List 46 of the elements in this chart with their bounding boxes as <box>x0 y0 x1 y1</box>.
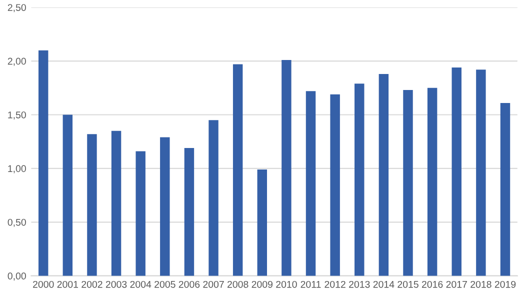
x-tick-label: 2012 <box>324 280 346 288</box>
bar <box>306 91 316 276</box>
y-tick-label: 1,50 <box>8 111 26 120</box>
x-tick-label: 2009 <box>252 280 272 288</box>
x-tick-label: 2018 <box>470 280 492 288</box>
x-tick-label: 2002 <box>82 280 102 288</box>
y-tick-label: 1,00 <box>8 165 26 174</box>
bar <box>111 130 122 276</box>
x-tick-label: 2006 <box>178 280 200 288</box>
x-tick-label: 2000 <box>33 280 54 288</box>
x-tick-label: 2015 <box>398 280 418 288</box>
x-tick-label: 2004 <box>130 280 152 288</box>
bar <box>232 64 243 276</box>
x-tick-label: 2010 <box>276 280 297 288</box>
bar <box>378 74 389 276</box>
y-tick-label: 0,50 <box>8 218 26 227</box>
x-tick-label: 2019 <box>494 280 516 288</box>
x-tick-label: 2001 <box>57 280 78 288</box>
bar <box>452 68 462 276</box>
bar <box>427 88 438 276</box>
y-tick-label: 2,50 <box>8 4 26 12</box>
x-tick-label: 2013 <box>349 280 370 288</box>
x-tick-label: 2011 <box>300 280 321 288</box>
x-tick-label: 2005 <box>154 280 176 288</box>
x-tick-label: 2014 <box>373 280 394 288</box>
x-tick-label: 2007 <box>203 280 224 288</box>
bar <box>403 90 413 276</box>
x-tick-label: 2016 <box>422 280 443 288</box>
x-tick-label: 2008 <box>228 280 248 288</box>
x-tick-label: 2003 <box>106 280 127 288</box>
y-tick-label: 2,00 <box>8 58 26 66</box>
bar <box>62 114 73 276</box>
bar <box>257 170 268 276</box>
bar <box>476 70 486 276</box>
bar <box>330 94 340 276</box>
bar <box>282 60 292 276</box>
x-tick-label: 2017 <box>446 280 467 288</box>
y-tick-label: 0,00 <box>8 272 26 281</box>
bar <box>136 151 146 276</box>
bar <box>87 134 97 276</box>
bar <box>208 120 218 276</box>
bar <box>160 137 170 276</box>
bar <box>500 102 510 276</box>
bar <box>354 84 364 276</box>
bar <box>38 50 48 276</box>
bar <box>184 148 194 276</box>
